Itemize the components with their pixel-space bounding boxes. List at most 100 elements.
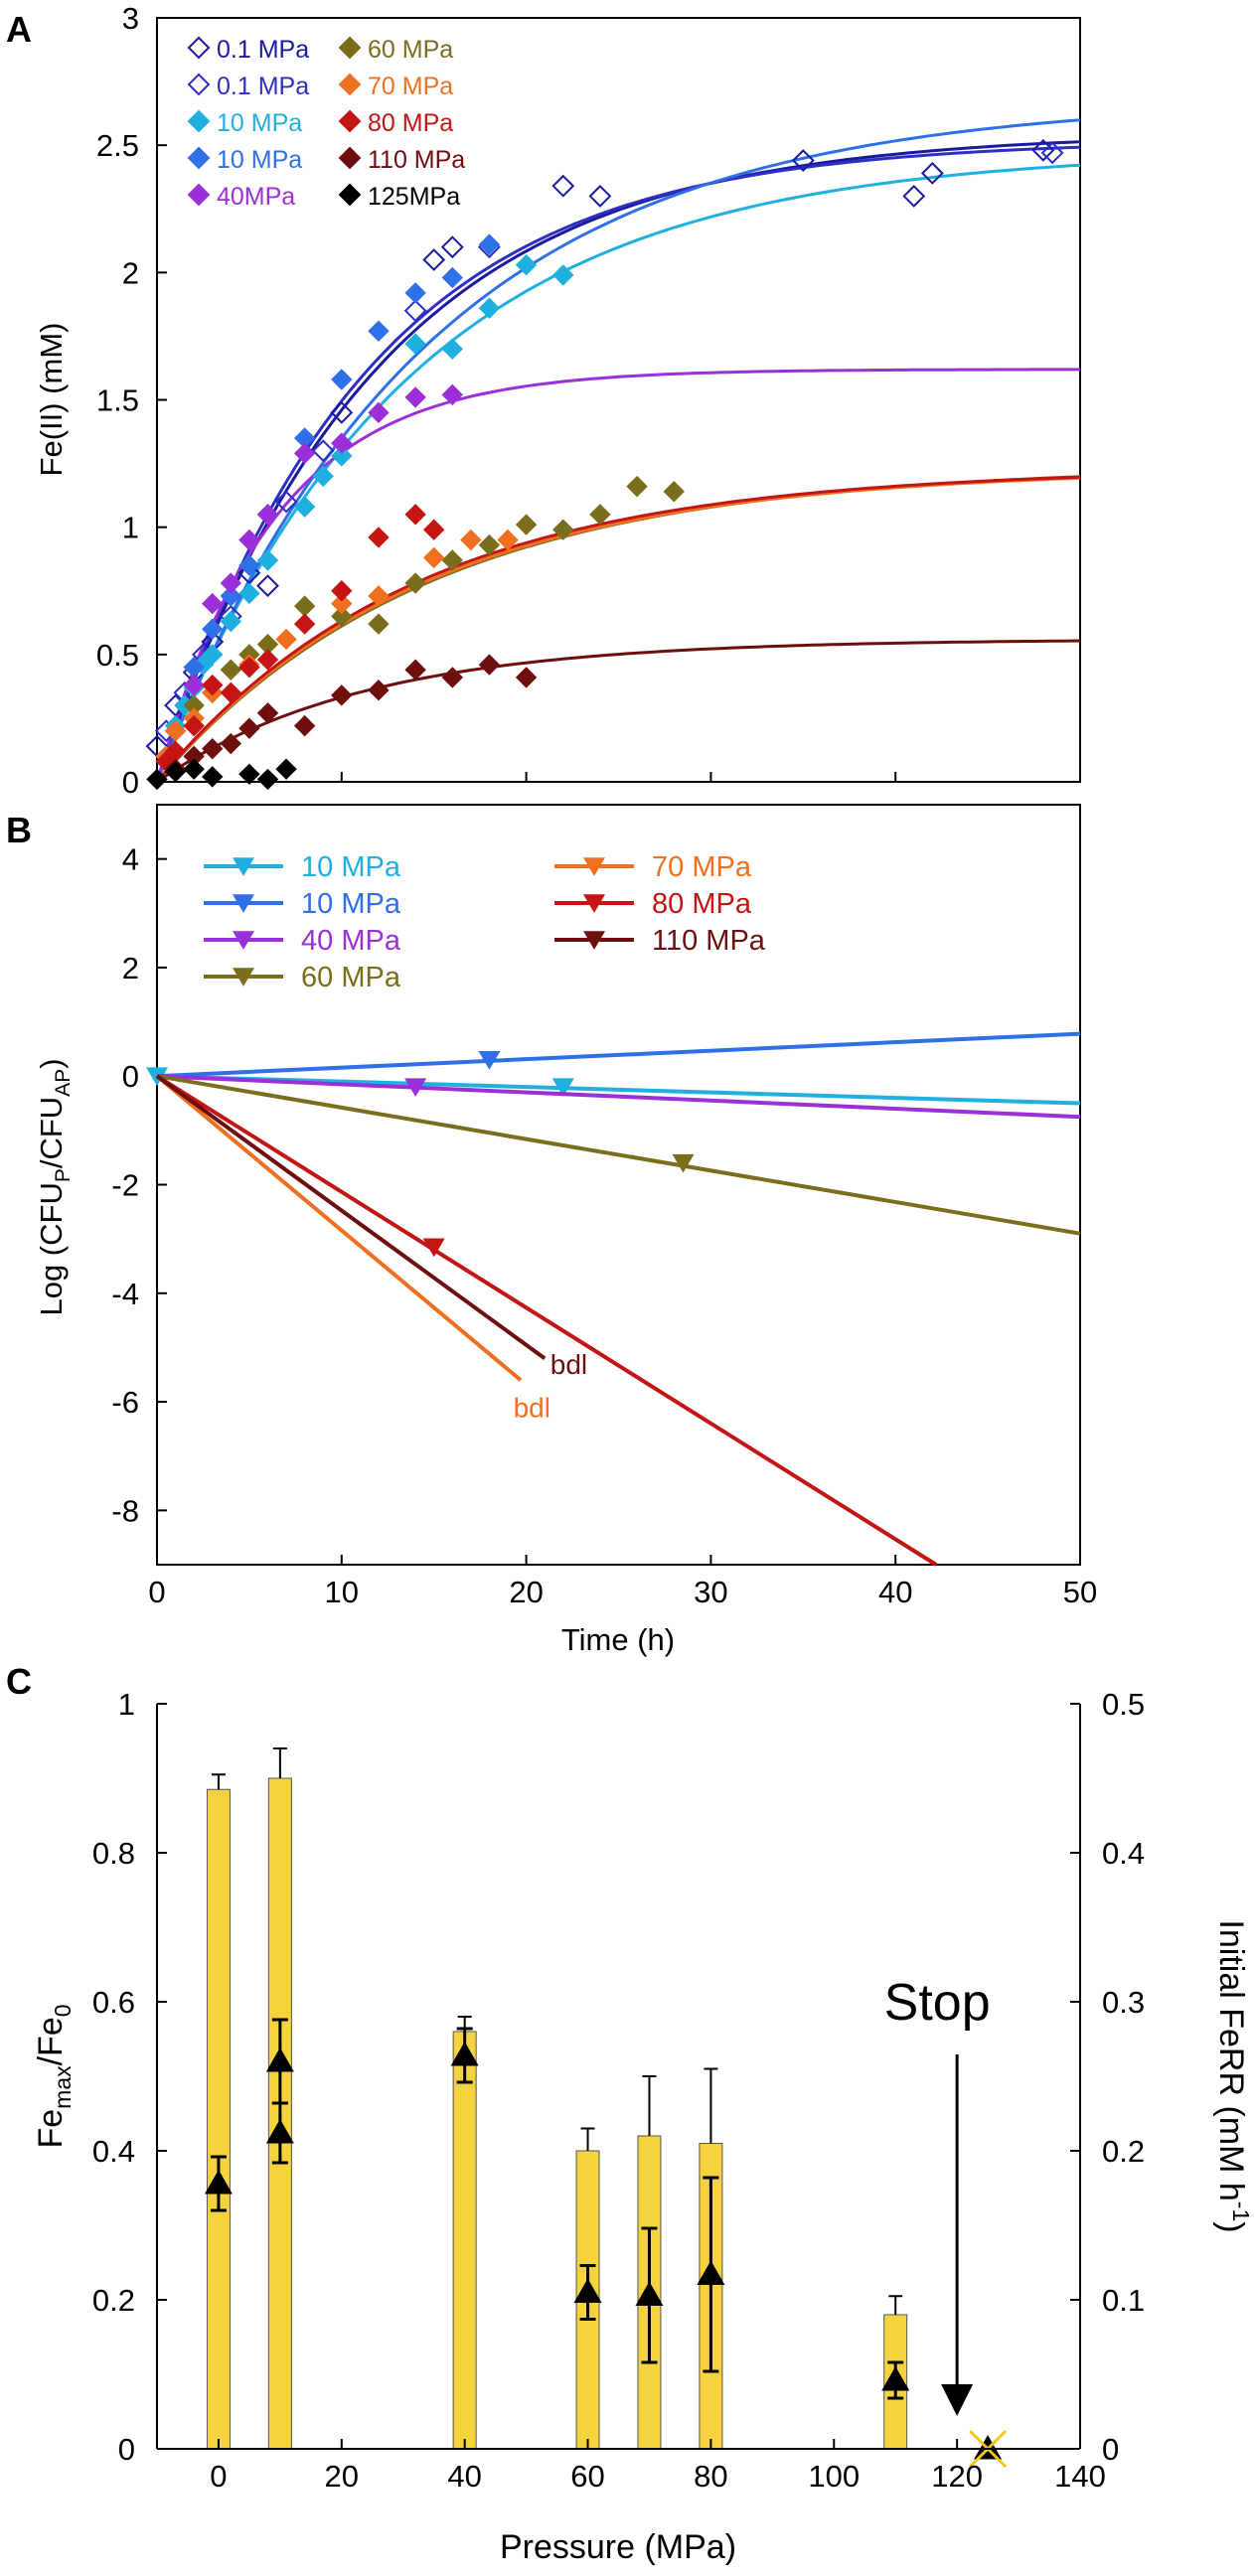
data-point xyxy=(220,610,242,633)
ytick-label-right-c: 0 xyxy=(1102,2432,1119,2467)
data-point xyxy=(202,644,224,666)
series-line xyxy=(155,1074,938,1567)
legend-label: 40 MPa xyxy=(301,925,401,957)
data-point xyxy=(422,519,445,540)
data-point xyxy=(589,504,611,526)
data-point xyxy=(274,490,298,514)
xlabel-c: Pressure (MPa) xyxy=(500,2528,736,2566)
data-point xyxy=(404,1078,427,1098)
legend-label: 80 MPa xyxy=(368,109,453,137)
fit-line xyxy=(155,118,1081,783)
legend-label: 10 MPa xyxy=(301,851,401,883)
legend-label: 0.1 MPa xyxy=(217,36,309,64)
legend-label: 10 MPa xyxy=(217,146,302,174)
data-point xyxy=(312,465,334,488)
legend-label: 70 MPa xyxy=(652,851,752,883)
data-point xyxy=(404,504,426,526)
legend-label: 60 MPa xyxy=(368,36,453,64)
ytick-label-left-c: 0.6 xyxy=(92,1985,135,2020)
data-point xyxy=(368,585,390,607)
ylabel-part: Initial FeRR (mM h xyxy=(1212,1919,1250,2200)
data-point xyxy=(920,161,944,185)
data-point xyxy=(256,768,279,791)
data-point xyxy=(478,533,501,556)
ylabel-part: /Fe xyxy=(32,2017,70,2065)
legend-marker xyxy=(233,857,254,876)
fit-line xyxy=(155,368,1080,783)
panel-c: C Stop 0 0.2 0.4 0.6 0.8 1 0 0.1 0.2 0.3 0.4 0.5 0 20 40… xyxy=(6,1661,1254,2566)
plot-frame-b xyxy=(156,804,1081,1566)
data-point xyxy=(368,527,390,548)
data-point xyxy=(331,605,353,628)
data-point xyxy=(440,235,464,259)
xtick-label-c: 140 xyxy=(1054,2459,1106,2494)
legend-marker xyxy=(338,73,362,96)
data-point xyxy=(202,618,224,640)
bar xyxy=(452,2031,477,2450)
data-point xyxy=(331,684,353,706)
bdl-label: bdl xyxy=(514,1393,550,1424)
series-line xyxy=(156,1074,1081,1236)
ylabel-part: ) xyxy=(1212,2221,1250,2232)
series-line xyxy=(155,1074,523,1382)
data-point xyxy=(478,297,501,319)
panel-label-b: B xyxy=(6,810,32,850)
data-point xyxy=(331,580,353,602)
data-point xyxy=(422,1238,445,1258)
data-point xyxy=(368,613,390,635)
legend-label: 10 MPa xyxy=(217,109,302,137)
data-point xyxy=(311,439,335,463)
ylabel-sub: max xyxy=(50,2065,76,2109)
data-point xyxy=(515,514,538,535)
data-point xyxy=(238,529,260,551)
data-point xyxy=(293,442,316,465)
data-point xyxy=(164,761,187,783)
xtick-label-b: 40 xyxy=(878,1575,912,1609)
legend-marker xyxy=(187,183,211,207)
rate-point xyxy=(881,2366,910,2391)
data-point xyxy=(552,519,574,540)
data-point xyxy=(293,496,316,518)
fit-line xyxy=(155,140,1081,783)
xtick-label-c: 20 xyxy=(325,2459,359,2494)
data-point xyxy=(403,299,427,323)
ytick-label-right-c: 0.2 xyxy=(1102,2134,1145,2169)
data-point xyxy=(275,628,297,651)
fit-line xyxy=(155,475,1081,783)
legend-marker xyxy=(187,109,211,133)
data-point xyxy=(183,758,205,780)
data-point xyxy=(331,369,353,390)
data-point xyxy=(202,592,224,615)
legend-marker xyxy=(338,146,362,170)
ytick-label-b: 0 xyxy=(122,1059,139,1094)
data-point xyxy=(441,549,463,571)
series-line xyxy=(156,1031,1081,1079)
legend-label: 110 MPa xyxy=(368,146,465,174)
data-point xyxy=(256,549,279,571)
legend-label: 60 MPa xyxy=(301,962,401,993)
ytick-label-b: 4 xyxy=(122,842,139,877)
data-point xyxy=(331,445,353,467)
xtick-label-c: 80 xyxy=(694,2459,727,2494)
ylabel-b: Log (CFUP/CFUAP) xyxy=(34,1058,75,1315)
ylabel-sup: -1 xyxy=(1228,2201,1254,2221)
ytick-label-b: -6 xyxy=(111,1385,139,1420)
fit-line xyxy=(155,476,1081,783)
ytick-label-a: 0 xyxy=(122,765,139,800)
data-point xyxy=(902,185,926,208)
xtick-label-c: 60 xyxy=(570,2459,604,2494)
data-point xyxy=(368,320,390,342)
data-point xyxy=(275,758,297,780)
data-point xyxy=(478,654,501,676)
xtick-label-c: 120 xyxy=(931,2459,983,2494)
data-point xyxy=(238,717,260,739)
ylabel-sub: P xyxy=(52,1168,75,1182)
ytick-label-a: 1.5 xyxy=(96,383,139,418)
ylabel-sub: 0 xyxy=(50,2004,76,2017)
legend-label: 0.1 MPa xyxy=(217,73,309,100)
legend-marker xyxy=(338,109,362,133)
data-point xyxy=(404,282,426,304)
data-point xyxy=(441,266,463,289)
